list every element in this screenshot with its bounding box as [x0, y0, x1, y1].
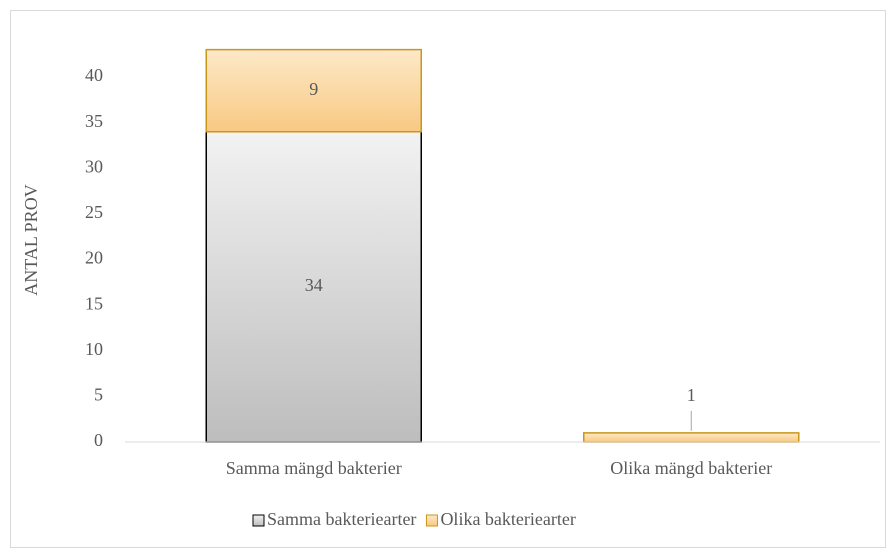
data-label: 1 — [687, 385, 696, 405]
y-tick-label: 10 — [85, 339, 103, 359]
legend-label: Samma bakteriearter — [267, 509, 416, 529]
legend-label: Olika bakteriearter — [440, 509, 575, 529]
y-tick-label: 35 — [85, 111, 103, 131]
bar-segment — [583, 432, 800, 443]
x-tick-label: Olika mängd bakterier — [610, 458, 772, 478]
y-tick-label: 20 — [85, 248, 103, 268]
y-tick-label: 30 — [85, 156, 103, 176]
y-axis-label: ANTAL PROV — [21, 184, 41, 295]
x-tick-label: Samma mängd bakterier — [226, 458, 402, 478]
bar-segment — [205, 131, 422, 443]
legend-swatch — [425, 514, 438, 527]
y-tick-label: 40 — [85, 65, 103, 85]
chart-frame — [10, 10, 886, 548]
y-tick-label: 25 — [85, 202, 103, 222]
y-tick-label: 15 — [85, 293, 103, 313]
y-tick-label: 5 — [94, 385, 103, 405]
data-label: 34 — [305, 275, 323, 295]
bar-segment — [205, 48, 422, 133]
legend-swatch — [252, 514, 265, 527]
y-tick-label: 0 — [94, 430, 103, 450]
data-label: 9 — [309, 79, 318, 99]
